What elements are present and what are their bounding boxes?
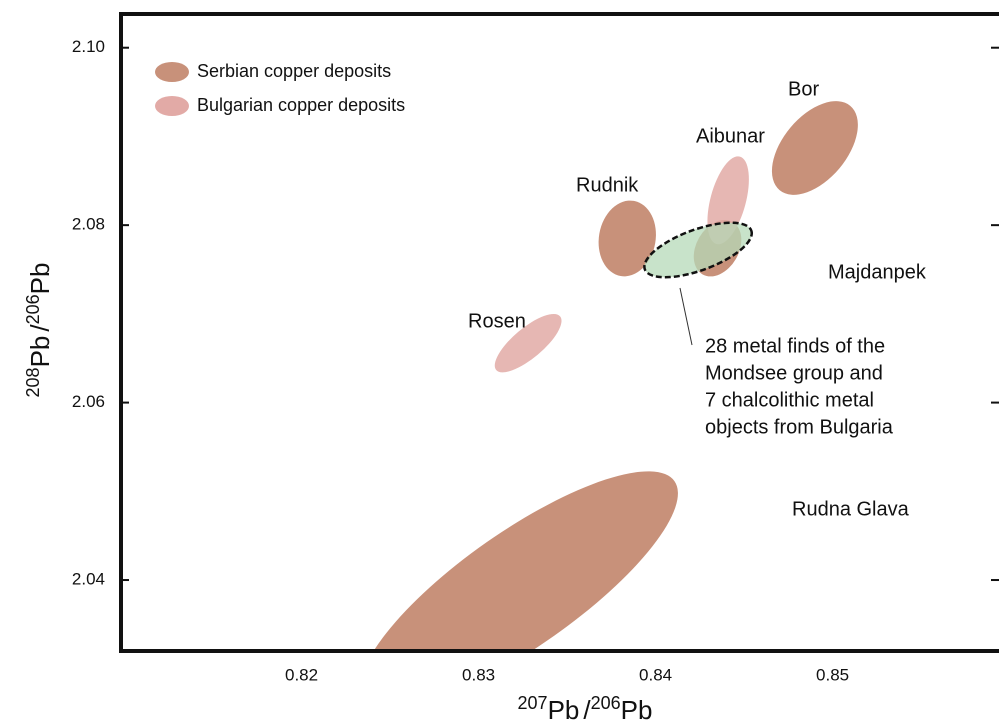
x-tick-label: 0.84: [639, 665, 672, 684]
y-axis-label: 208Pb/206Pb: [23, 263, 55, 398]
legend-marker: [155, 62, 189, 82]
deposit-region: [494, 313, 562, 373]
x-axis-label: 207Pb/206Pb: [518, 693, 653, 725]
leader-line: [679, 287, 693, 346]
deposit-region: [771, 101, 858, 195]
y-tick-label: 2.10: [72, 37, 105, 56]
x-tick-label: 0.85: [816, 665, 849, 684]
highlight-region: [643, 221, 754, 279]
deposit-region: [598, 200, 656, 277]
annotation-line: 28 metal finds of the: [705, 335, 885, 357]
legend-label: Serbian copper deposits: [197, 61, 391, 81]
y-tick-label: 2.06: [72, 392, 105, 411]
region-label: Rosen: [468, 310, 526, 332]
region-label: Rudna Glava: [792, 498, 910, 520]
region-label: Rudnik: [576, 174, 639, 196]
region-label: Majdanpek: [828, 261, 927, 283]
frame: [119, 12, 999, 653]
y-tick-label: 2.04: [72, 570, 105, 589]
legend-marker: [155, 96, 189, 116]
annotation-line: 7 chalcolithic metal: [705, 389, 874, 411]
x-tick-label: 0.82: [285, 665, 318, 684]
region-label: Aibunar: [696, 125, 765, 147]
annotation-line: Mondsee group and: [705, 362, 883, 384]
y-tick-label: 2.08: [72, 215, 105, 234]
annotation-line: objects from Bulgaria: [705, 416, 894, 438]
region-label: Bor: [788, 78, 819, 100]
x-tick-label: 0.83: [462, 665, 495, 684]
legend-label: Bulgarian copper deposits: [197, 95, 405, 115]
